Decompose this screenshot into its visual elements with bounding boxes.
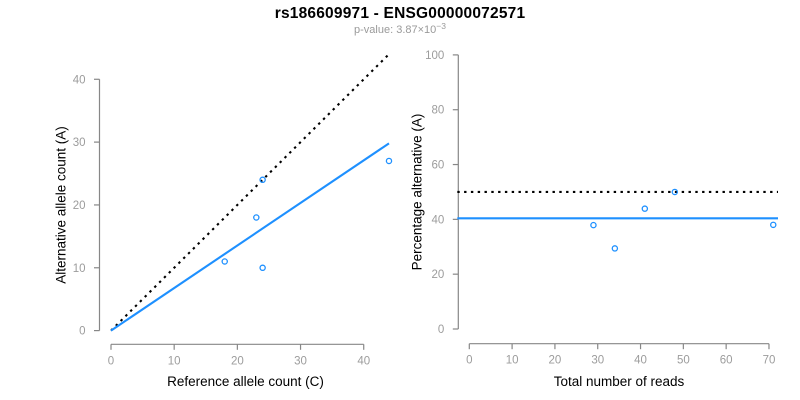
data-point [259,264,266,272]
regression-line [110,142,390,332]
x-tick-label: 70 [763,355,776,367]
percentage-scatter: 0 10 20 30 40 50 60 70 0 20 40 60 80 100 [425,50,778,367]
data-point [770,221,777,229]
y-tick-label: 20 [432,269,445,281]
p-value-prefix: p-value: [354,24,397,36]
data-point [611,245,619,252]
x-tick-label: 30 [591,355,604,367]
x-tick-label: 60 [720,355,733,367]
y-tick-label: 0 [79,326,85,338]
y-tick-label: 20 [73,200,86,212]
x-tick-label: 10 [506,355,519,367]
p-value-subtitle: p-value: 3.87×10−3 [0,21,800,36]
y-axis-title-left: Alternative allele count (A) [53,126,69,284]
x-tick-label: 30 [294,355,307,367]
identity-line [110,53,390,332]
p-value-base: 3.87×10 [396,24,437,36]
x-tick-label: 10 [168,355,181,367]
p-value-exponent: −3 [436,21,446,31]
data-point [385,157,393,165]
y-tick-label: 40 [432,214,445,226]
y-tick-label: 0 [438,324,444,336]
x-axis-title-left: Reference allele count (C) [167,374,324,389]
data-point [221,258,228,265]
x-tick-label: 20 [549,355,562,367]
x-tick-label: 0 [466,355,472,367]
figure-title: rs186609971 - ENSG00000072571 [274,5,526,22]
allele-count-scatter: 0 10 20 30 40 0 10 20 30 40 [73,53,393,367]
y-tick-label: 10 [73,263,86,275]
x-tick-label: 40 [357,355,370,367]
data-point [259,176,266,184]
y-tick-label: 100 [425,50,444,62]
x-tick-label: 40 [634,355,647,367]
x-tick-label: 20 [231,355,244,367]
y-tick-label: 60 [432,160,445,172]
x-tick-label: 0 [108,355,114,367]
data-point [590,221,597,229]
y-tick-label: 80 [432,105,445,117]
y-axis-title-right: Percentage alternative (A) [409,113,425,271]
data-point [641,205,649,212]
x-axis-title-right: Total number of reads [553,374,685,389]
data-point [253,214,260,221]
y-tick-label: 40 [73,74,86,86]
data-point [671,188,679,196]
y-tick-label: 30 [73,137,86,149]
x-tick-label: 50 [677,355,690,367]
